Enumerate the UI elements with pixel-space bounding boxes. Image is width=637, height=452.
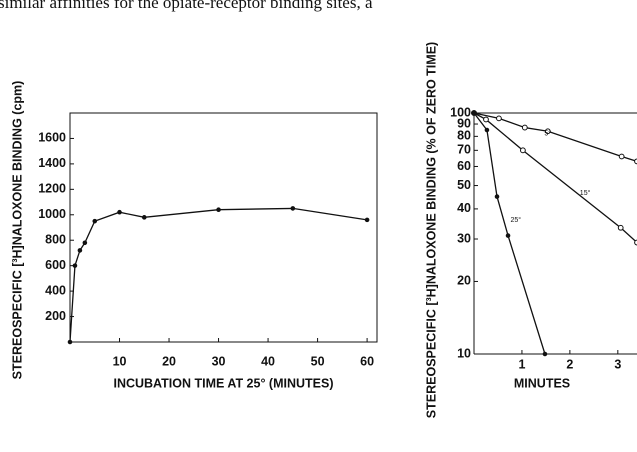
data-point: [67, 339, 73, 345]
y-tick-label: 1000: [38, 207, 66, 221]
x-tick-label: 2: [566, 357, 573, 371]
data-point: [471, 110, 477, 116]
y-tick-label: 1600: [38, 131, 66, 145]
data-point: [505, 233, 511, 238]
y-tick-label: 800: [45, 233, 66, 247]
data-line: [69, 207, 368, 343]
y-tick-label: 70: [457, 143, 471, 157]
y-tick-label: 40: [457, 201, 471, 215]
data-point: [483, 116, 489, 123]
y-tick-label: 20: [457, 274, 471, 288]
data-line: [473, 112, 546, 355]
y-tick-label: 400: [45, 283, 66, 297]
y-tick-label: 60: [457, 159, 471, 173]
body-text: similar affinities for the opiate-recept…: [0, 0, 373, 12]
data-point: [484, 127, 490, 133]
data-point: [290, 206, 296, 211]
data-point: [544, 128, 551, 135]
x-tick-label: 30: [212, 354, 226, 368]
y-tick-label: 90: [457, 116, 471, 130]
data-point: [617, 224, 624, 231]
series-label: 5°: [544, 129, 551, 137]
data-point: [618, 153, 625, 160]
x-tick-label: 40: [261, 354, 275, 368]
x-tick-label: 60: [360, 354, 374, 368]
data-line: [473, 112, 637, 244]
x-axis-label: INCUBATION TIME AT 25° (MINUTES): [113, 376, 333, 390]
data-point: [364, 217, 370, 223]
y-tick-label: 50: [457, 178, 471, 192]
data-point: [82, 240, 88, 246]
y-axis-label: STEREOSPECIFIC [³H]NALOXONE BINDING (cpm…: [10, 81, 24, 380]
y-tick-label: 1400: [38, 156, 66, 170]
x-tick-label: 20: [162, 354, 176, 368]
data-point: [77, 248, 83, 253]
x-tick-label: 10: [113, 354, 127, 368]
y-tick-label: 30: [457, 231, 471, 245]
y-axis-label: STEREOSPECIFIC [³H]NALOXONE BINDING (% O…: [424, 42, 438, 418]
x-tick-label: 50: [311, 354, 325, 368]
x-tick-label: 1: [518, 357, 525, 371]
y-tick-label: 200: [45, 309, 66, 323]
data-point: [520, 147, 526, 154]
data-point: [521, 124, 528, 131]
data-point: [494, 194, 500, 199]
x-tick-label: 3: [614, 357, 621, 371]
data-point: [92, 218, 98, 224]
series-label: 15°: [580, 189, 591, 197]
y-tick-label: 100: [450, 105, 471, 119]
y-tick-label: 1200: [38, 182, 66, 196]
x-axis-label: MINUTES: [514, 376, 570, 390]
data-point: [141, 215, 147, 220]
data-point: [496, 115, 502, 122]
data-point: [542, 351, 548, 357]
y-tick-label: 10: [457, 346, 471, 360]
data-point: [216, 207, 221, 212]
series-label: 25°: [511, 216, 522, 224]
y-tick-label: 80: [457, 129, 471, 143]
plot-frame: [69, 112, 378, 343]
y-tick-label: 600: [45, 258, 66, 272]
data-point: [72, 263, 78, 268]
data-point: [117, 209, 122, 215]
